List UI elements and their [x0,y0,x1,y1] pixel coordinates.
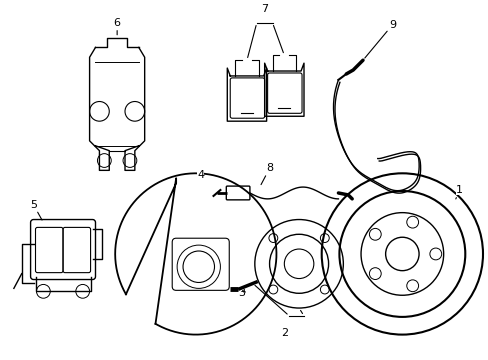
Text: 5: 5 [30,200,42,220]
Text: 3: 3 [238,288,245,298]
Text: 8: 8 [261,163,273,185]
Text: 7: 7 [261,4,268,14]
Text: 9: 9 [364,20,395,58]
Text: 6: 6 [113,18,121,35]
Text: 1: 1 [455,185,462,199]
Text: 2: 2 [280,328,287,338]
Text: 4: 4 [197,170,204,180]
